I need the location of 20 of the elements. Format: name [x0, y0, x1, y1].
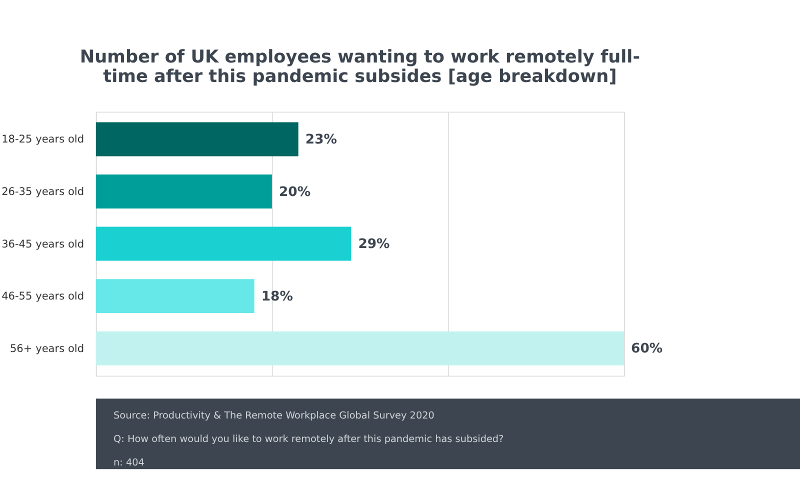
- bar: [96, 331, 624, 366]
- data-label: 60%: [631, 342, 663, 357]
- bar: [96, 226, 352, 261]
- bar: [96, 174, 272, 208]
- y-tick-label: 56+ years old: [10, 342, 84, 355]
- text: Number of UK employees wanting to work remotely full-: [80, 47, 640, 68]
- bar: [96, 279, 254, 314]
- y-tick-label: 26-35 years old: [2, 186, 84, 198]
- source-note: Source: Productivity & The Remote Workplace Global Survey 2020: [114, 410, 434, 422]
- text: n: 404: [114, 457, 144, 468]
- text: Q: How often would you like to work remotely after this pandemic has subsided?: [114, 434, 504, 445]
- text: time after this pandemic subsides [age breakdown]: [103, 66, 617, 87]
- y-tick-label: 36-45 years old: [2, 238, 84, 250]
- bar: [96, 122, 298, 156]
- data-label: 20%: [278, 184, 311, 200]
- y-tick-label: 18-25 years old: [2, 134, 84, 146]
- data-label: 29%: [358, 237, 390, 252]
- y-tick-label: 46-55 years old: [2, 290, 84, 303]
- data-label: 23%: [305, 132, 337, 148]
- data-label: 18%: [261, 289, 293, 304]
